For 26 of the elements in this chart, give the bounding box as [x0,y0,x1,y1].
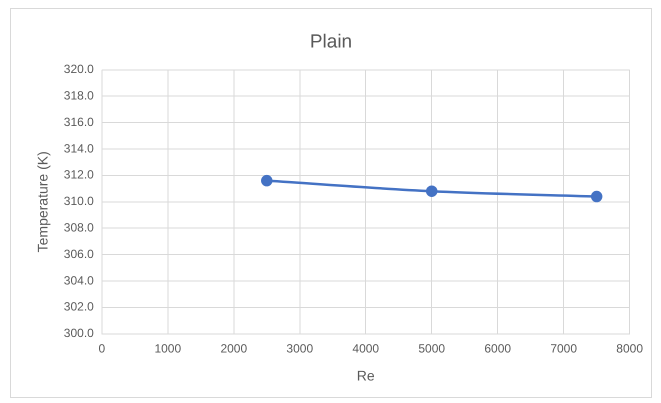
y-tick-label: 308.0 [64,220,94,235]
x-tick-label: 5000 [418,341,446,356]
x-tick-label: 8000 [616,341,644,356]
y-tick-label: 316.0 [64,114,94,129]
x-tick-label: 1000 [154,341,182,356]
x-tick-label: 6000 [484,341,512,356]
x-tick-label: 4000 [352,341,380,356]
point [261,174,273,186]
chart-title: Plain [310,32,352,53]
y-tick-label: 310.0 [64,194,94,208]
y-tick-label: 304.0 [64,273,94,288]
y-tick-label: 312.0 [64,168,94,182]
y-tick-label: 318.0 [64,88,94,103]
y-tick-label: 302.0 [64,300,94,314]
point [590,190,602,202]
x-tick-label: 7000 [550,341,578,356]
y-axis-title: Temperature (K) [34,151,50,252]
y-tick-label: 300.0 [64,326,94,340]
x-axis-title: Re [356,367,375,384]
y-tick-label: 320.0 [64,62,94,76]
y-tick-label: 314.0 [64,141,94,156]
y-tick-label: 306.0 [64,246,94,261]
point [426,185,438,197]
x-tick-label: 3000 [286,341,314,356]
x-tick-label: 0 [98,341,106,356]
x-tick-label: 2000 [220,341,248,356]
